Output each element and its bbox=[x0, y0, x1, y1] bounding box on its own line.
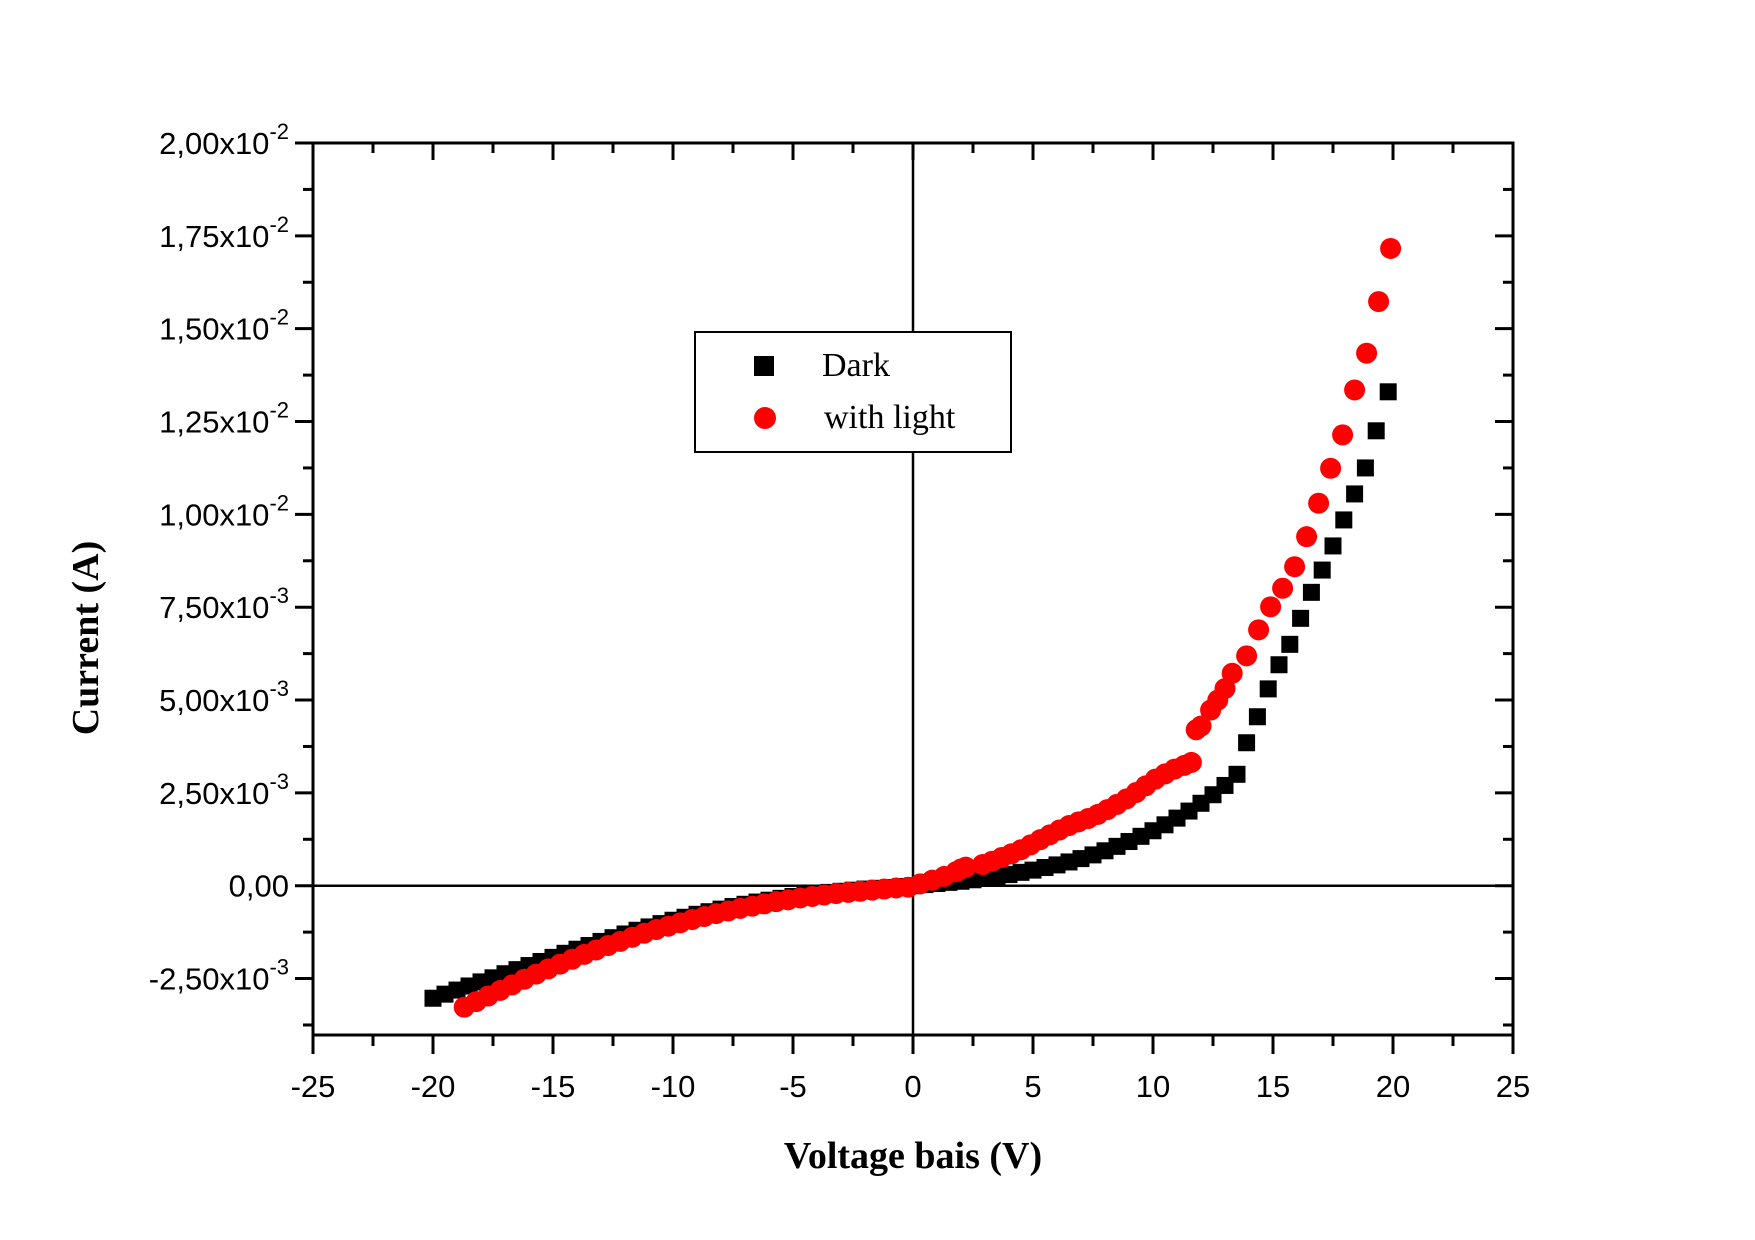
x-tick-label: 15 bbox=[1256, 1069, 1290, 1104]
y-tick-label: 2,00x10-2 bbox=[159, 119, 289, 161]
x-axis-title: Voltage bais (V) bbox=[783, 1135, 1043, 1177]
legend: Dark with light bbox=[694, 331, 1012, 453]
legend-entry-with-light: with light bbox=[754, 399, 1010, 437]
x-tick-label: 25 bbox=[1496, 1069, 1530, 1104]
x-tick-label: 20 bbox=[1376, 1069, 1410, 1104]
x-tick-label: 5 bbox=[1024, 1069, 1041, 1104]
y-tick-label: -2,50x10-3 bbox=[149, 955, 289, 997]
y-tick-label: 2,50x10-3 bbox=[159, 769, 289, 811]
y-tick-label: 1,50x10-2 bbox=[159, 305, 289, 347]
x-tick-label: -20 bbox=[411, 1069, 456, 1104]
legend-entry-dark: Dark bbox=[754, 347, 1010, 385]
x-tick-labels: -25 -20 -15 -10 -5 0 5 10 15 20 25 bbox=[291, 1069, 1531, 1104]
x-tick-label: -10 bbox=[651, 1069, 696, 1104]
y-tick-label: 1,75x10-2 bbox=[159, 212, 289, 254]
zero-lines bbox=[313, 143, 1513, 1035]
legend-label-with-light: with light bbox=[824, 399, 956, 436]
y-tick-label: 7,50x10-3 bbox=[159, 583, 289, 625]
dark-series-marker-icon bbox=[754, 356, 774, 376]
y-tick-label: 1,25x10-2 bbox=[159, 398, 289, 440]
dark-series bbox=[424, 383, 1397, 1007]
y-tick-labels: 2,00x10-2 1,75x10-2 1,50x10-2 1,25x10-2 1,00… bbox=[149, 119, 289, 997]
x-tick-label: -5 bbox=[779, 1069, 807, 1104]
y-tick-label: 5,00x10-3 bbox=[159, 676, 289, 718]
y-tick-label: 0,00 bbox=[229, 869, 289, 904]
axis-ticks bbox=[295, 141, 1515, 1054]
y-tick-label: 1,00x10-2 bbox=[159, 490, 289, 532]
with-light-series-marker-icon bbox=[754, 407, 776, 429]
y-axis-title: Current (A) bbox=[65, 540, 107, 736]
with-light-series bbox=[453, 237, 1402, 1018]
legend-label-dark: Dark bbox=[822, 347, 890, 384]
x-tick-label: 10 bbox=[1136, 1069, 1170, 1104]
x-tick-label: -25 bbox=[291, 1069, 336, 1104]
x-tick-label: 0 bbox=[904, 1069, 921, 1104]
x-tick-label: -15 bbox=[531, 1069, 576, 1104]
